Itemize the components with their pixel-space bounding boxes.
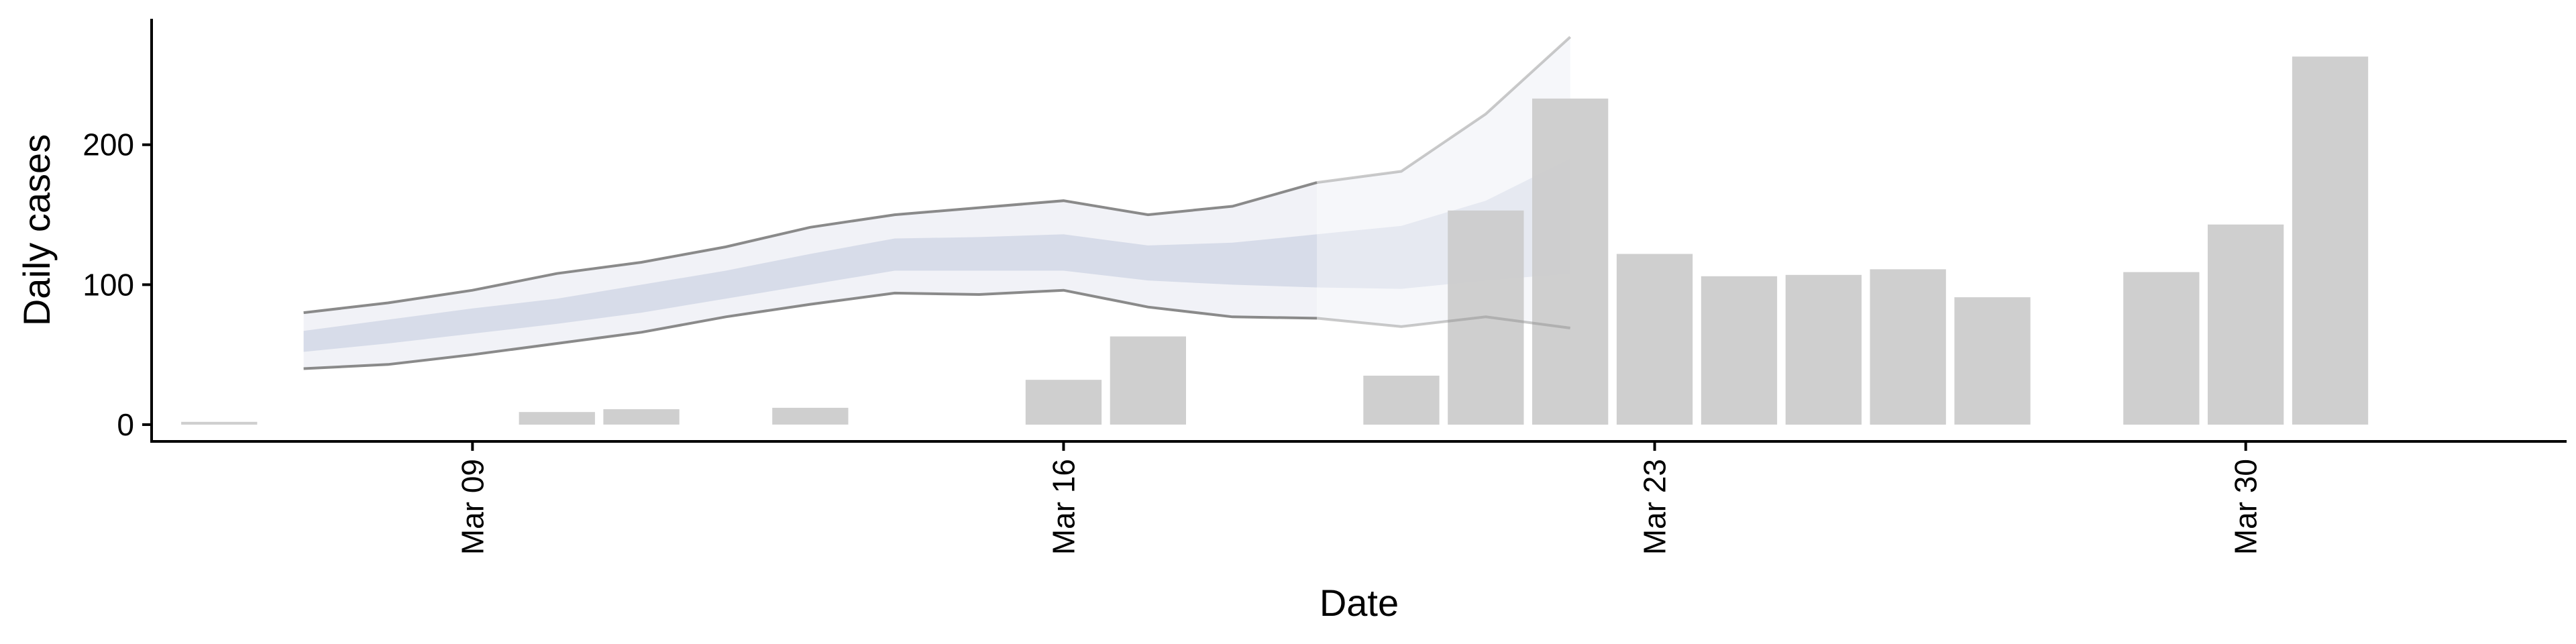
y-axis-title: Daily cases: [15, 134, 58, 326]
y-axis-ticks: 0 100 200: [83, 127, 152, 442]
case-bar: [2208, 225, 2284, 425]
case-bar: [772, 408, 848, 425]
x-tick-label: Mar 30: [2229, 459, 2263, 555]
case-bar: [2292, 56, 2368, 425]
case-bar: [181, 422, 257, 425]
case-bar: [603, 409, 679, 425]
nowcast-bands: [304, 37, 1570, 368]
y-tick-label: 200: [83, 127, 134, 162]
case-bar: [1026, 380, 1102, 425]
case-bar: [1363, 376, 1439, 425]
case-bar: [1954, 297, 2030, 425]
y-tick-label: 0: [117, 407, 134, 442]
case-bar: [1532, 99, 1608, 425]
case-bar: [1110, 337, 1186, 425]
case-bar: [1870, 269, 1946, 425]
x-tick-label: Mar 16: [1046, 459, 1081, 555]
x-axis-ticks: Mar 09 Mar 16 Mar 23 Mar 30: [455, 441, 2263, 555]
x-axis-title: Date: [1320, 582, 1399, 624]
case-bar: [2123, 272, 2199, 425]
y-tick-label: 100: [83, 267, 134, 302]
case-bar: [519, 412, 595, 425]
case-bar: [1701, 276, 1777, 425]
case-bar: [1786, 275, 1862, 425]
x-tick-label: Mar 09: [455, 459, 490, 555]
case-bar: [1617, 254, 1693, 425]
x-tick-label: Mar 23: [1638, 459, 1672, 555]
